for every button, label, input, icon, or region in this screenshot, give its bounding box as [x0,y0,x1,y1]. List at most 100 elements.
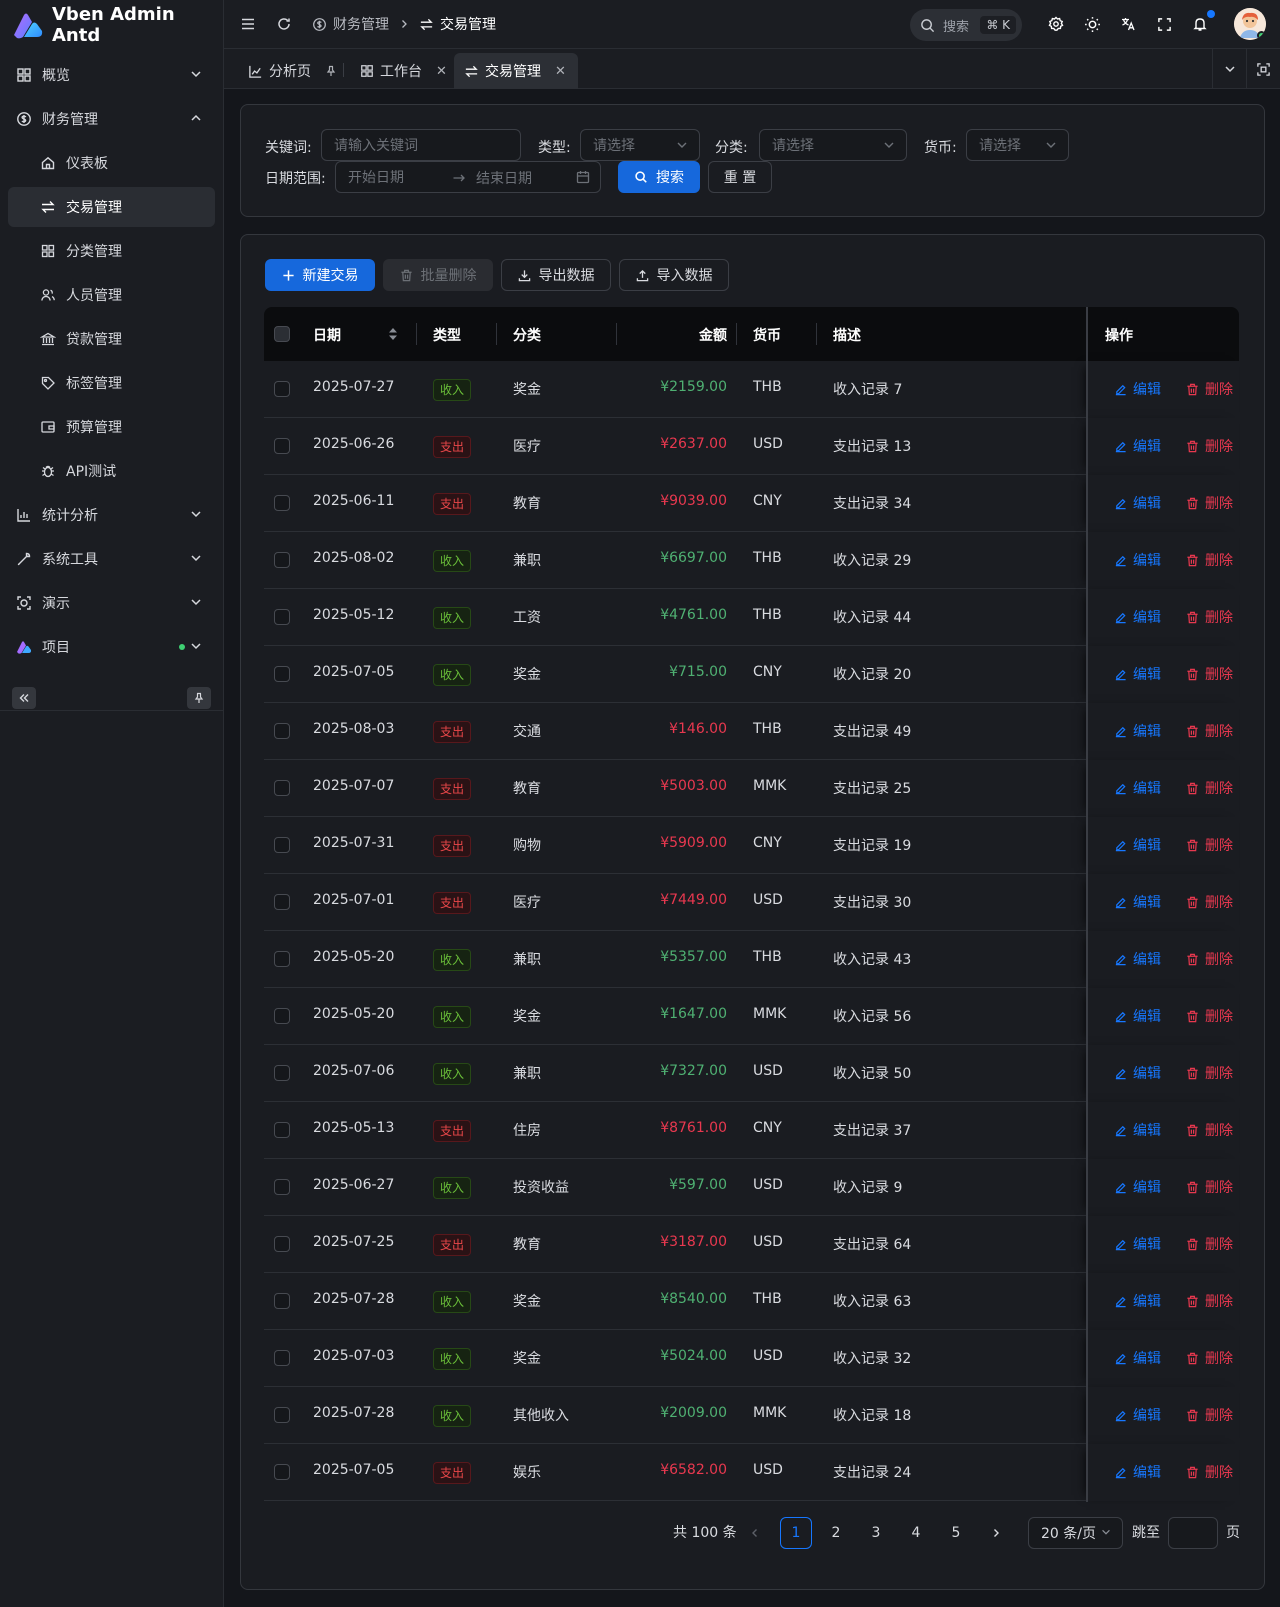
edit-button[interactable]: 编辑 [1114,379,1161,399]
row-checkbox[interactable] [274,609,290,625]
row-checkbox[interactable] [274,894,290,910]
row-checkbox[interactable] [274,780,290,796]
tab-analytics[interactable]: 分析页 [238,53,347,89]
edit-button[interactable]: 编辑 [1114,949,1161,969]
delete-button[interactable]: 删除 [1186,1120,1233,1140]
sidebar-item-budget[interactable]: 预算管理 [8,407,215,447]
edit-button[interactable]: 编辑 [1114,835,1161,855]
sidebar-item-project[interactable]: 项目 [8,627,215,667]
delete-button[interactable]: 删除 [1186,835,1233,855]
breadcrumb-item[interactable]: 财务管理 [333,17,389,33]
sort-icon[interactable] [388,327,398,341]
sidebar-item-transactions[interactable]: 交易管理 [8,187,215,227]
notification-bell-icon[interactable] [1190,14,1210,34]
row-checkbox[interactable] [274,1179,290,1195]
delete-button[interactable]: 删除 [1186,550,1233,570]
delete-button[interactable]: 删除 [1186,436,1233,456]
row-checkbox[interactable] [274,1464,290,1480]
sidebar-item-people[interactable]: 人员管理 [8,275,215,315]
fullscreen-icon[interactable] [1154,14,1174,34]
delete-button[interactable]: 删除 [1186,1063,1233,1083]
row-checkbox[interactable] [274,723,290,739]
jump-page-input[interactable] [1168,1517,1218,1549]
row-checkbox[interactable] [274,1350,290,1366]
edit-button[interactable]: 编辑 [1114,1120,1161,1140]
tab-workspace[interactable]: 工作台 ✕ [350,53,457,89]
edit-button[interactable]: 编辑 [1114,1462,1161,1482]
settings-icon[interactable] [1046,14,1066,34]
search-button[interactable]: 搜索 [618,161,700,193]
delete-button[interactable]: 删除 [1186,1348,1233,1368]
edit-button[interactable]: 编辑 [1114,1405,1161,1425]
import-button[interactable]: 导入数据 [619,259,729,291]
pagination-page-1[interactable]: 1 [780,1517,812,1549]
pagination-next-button[interactable] [980,1517,1012,1549]
date-range-picker[interactable]: 开始日期 结束日期 [335,161,601,193]
close-icon[interactable]: ✕ [436,63,447,79]
menu-toggle-icon[interactable] [238,14,258,34]
close-icon[interactable]: ✕ [555,63,566,79]
row-checkbox[interactable] [274,552,290,568]
row-checkbox[interactable] [274,381,290,397]
delete-button[interactable]: 删除 [1186,892,1233,912]
row-checkbox[interactable] [274,666,290,682]
export-button[interactable]: 导出数据 [501,259,611,291]
select-all-checkbox[interactable] [274,326,290,342]
currency-select[interactable]: 请选择 [966,129,1069,161]
edit-button[interactable]: 编辑 [1114,664,1161,684]
sidebar-item-dashboard[interactable]: 仪表板 [8,143,215,183]
edit-button[interactable]: 编辑 [1114,493,1161,513]
column-header-date[interactable]: 日期 [313,328,341,344]
pagination-page-2[interactable]: 2 [831,1525,841,1541]
row-checkbox[interactable] [274,1407,290,1423]
refresh-icon[interactable] [274,14,294,34]
delete-button[interactable]: 删除 [1186,1462,1233,1482]
edit-button[interactable]: 编辑 [1114,778,1161,798]
global-search[interactable]: 搜索 ⌘ K [910,9,1022,41]
delete-button[interactable]: 删除 [1186,1291,1233,1311]
sidebar-item-demos[interactable]: 演示 [8,583,215,623]
tab-maximize-button[interactable] [1246,49,1280,89]
theme-sun-icon[interactable] [1082,14,1102,34]
row-checkbox[interactable] [274,495,290,511]
delete-button[interactable]: 删除 [1186,949,1233,969]
edit-button[interactable]: 编辑 [1114,1234,1161,1254]
edit-button[interactable]: 编辑 [1114,721,1161,741]
edit-button[interactable]: 编辑 [1114,1006,1161,1026]
collapse-sidebar-button[interactable] [12,687,36,709]
sidebar-item-system-tools[interactable]: 系统工具 [8,539,215,579]
sidebar-item-statistics[interactable]: 统计分析 [8,495,215,535]
delete-button[interactable]: 删除 [1186,607,1233,627]
user-avatar[interactable] [1234,8,1266,40]
delete-button[interactable]: 删除 [1186,493,1233,513]
delete-button[interactable]: 删除 [1186,1405,1233,1425]
batch-delete-button[interactable]: 批量删除 [383,259,493,291]
page-size-select[interactable]: 20 条/页 [1028,1517,1123,1549]
reset-button[interactable]: 重 置 [708,161,772,193]
language-icon[interactable] [1118,14,1138,34]
edit-button[interactable]: 编辑 [1114,607,1161,627]
tab-transactions[interactable]: 交易管理 ✕ [454,53,578,89]
row-checkbox[interactable] [274,951,290,967]
pagination-page-3[interactable]: 3 [871,1525,881,1541]
row-checkbox[interactable] [274,1236,290,1252]
edit-button[interactable]: 编辑 [1114,892,1161,912]
new-transaction-button[interactable]: 新建交易 [265,259,375,291]
pin-sidebar-button[interactable] [187,687,211,709]
delete-button[interactable]: 删除 [1186,1234,1233,1254]
row-checkbox[interactable] [274,1065,290,1081]
edit-button[interactable]: 编辑 [1114,436,1161,456]
sidebar-item-loans[interactable]: 贷款管理 [8,319,215,359]
row-checkbox[interactable] [274,1293,290,1309]
edit-button[interactable]: 编辑 [1114,1348,1161,1368]
pagination-page-5[interactable]: 5 [951,1525,961,1541]
pin-icon[interactable] [325,65,337,77]
pagination-prev-button[interactable] [739,1517,771,1549]
sidebar-item-api-test[interactable]: API测试 [8,451,215,491]
edit-button[interactable]: 编辑 [1114,1063,1161,1083]
pagination-page-4[interactable]: 4 [911,1525,921,1541]
delete-button[interactable]: 删除 [1186,664,1233,684]
edit-button[interactable]: 编辑 [1114,1177,1161,1197]
row-checkbox[interactable] [274,1008,290,1024]
edit-button[interactable]: 编辑 [1114,1291,1161,1311]
